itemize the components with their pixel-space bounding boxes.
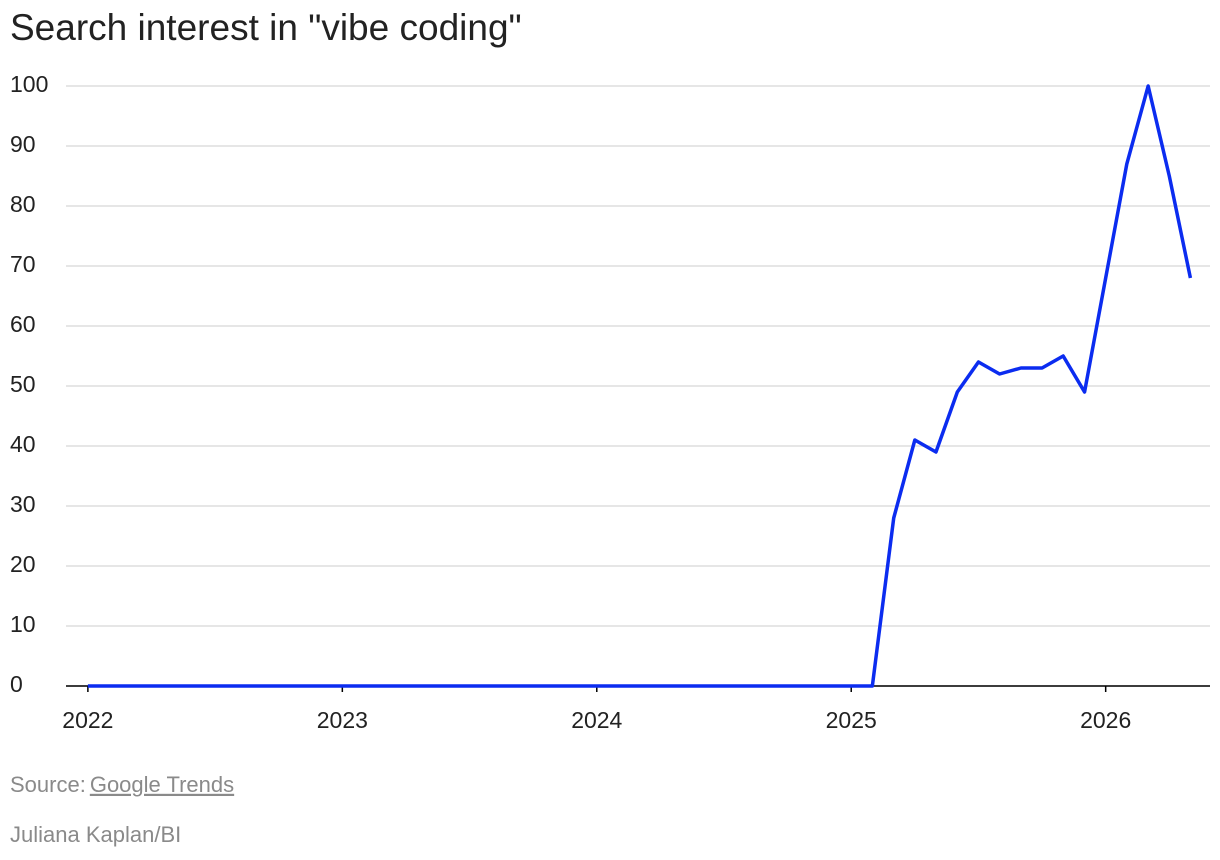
y-tick-label: 20: [10, 551, 36, 577]
x-tick-label: 2024: [571, 707, 622, 733]
y-tick-label: 100: [10, 71, 48, 97]
y-tick-label: 50: [10, 371, 36, 397]
x-tick-label: 2022: [62, 707, 113, 733]
x-tick-label: 2023: [317, 707, 368, 733]
x-tick-label: 2025: [826, 707, 877, 733]
y-tick-label: 90: [10, 131, 36, 157]
x-tick-label: 2026: [1080, 707, 1131, 733]
y-tick-label: 60: [10, 311, 36, 337]
credit: Juliana Kaplan/BI: [10, 822, 181, 847]
y-tick-label: 70: [10, 251, 36, 277]
source-link[interactable]: Google Trends: [90, 772, 234, 797]
y-tick-label: 30: [10, 491, 36, 517]
y-tick-label: 80: [10, 191, 36, 217]
y-tick-label: 0: [10, 671, 23, 697]
source-label: Source:: [10, 772, 86, 797]
y-tick-label: 40: [10, 431, 36, 457]
y-tick-label: 10: [10, 611, 36, 637]
line: [87, 84, 1193, 688]
chart-title: Search interest in "vibe coding": [10, 7, 522, 48]
